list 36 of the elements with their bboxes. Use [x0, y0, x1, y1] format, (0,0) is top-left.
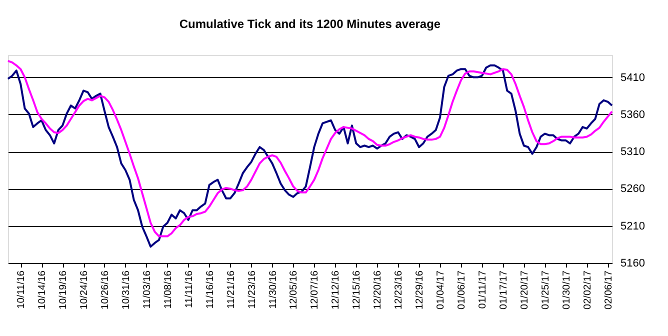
x-tick-label: 01/25/17 — [540, 270, 552, 310]
y-tick-label: 5210 — [620, 220, 645, 232]
x-tick-label: 10/24/16 — [79, 270, 90, 310]
x-tick-label: 11/16/16 — [204, 270, 216, 309]
x-tick-label: 11/03/16 — [142, 270, 153, 309]
x-tick-label: 10/26/16 — [100, 270, 111, 310]
x-tick-label: 10/19/16 — [58, 270, 70, 310]
x-tick-label: 01/20/17 — [519, 270, 530, 310]
x-tick-label: 11/23/16 — [246, 270, 258, 309]
x-tick-label: 12/29/16 — [414, 270, 426, 310]
chart-title: Cumulative Tick and its 1200 Minutes average — [179, 17, 441, 31]
y-tick-label: 5260 — [620, 183, 645, 196]
y-tick-label: 5410 — [620, 72, 645, 84]
x-tick-label: 02/02/17 — [582, 270, 594, 310]
x-tick-label: 12/12/16 — [330, 270, 342, 310]
y-tick-label: 5310 — [620, 146, 645, 158]
y-tick-label: 5160 — [620, 258, 645, 270]
x-tick-label: 12/20/16 — [372, 270, 384, 310]
x-tick-label: 12/23/16 — [394, 270, 405, 310]
x-tick-label: 01/04/17 — [436, 270, 447, 310]
x-tick-label: 01/06/17 — [456, 270, 468, 310]
x-tick-label: 11/11/16 — [184, 270, 195, 308]
x-tick-label: 11/21/16 — [226, 270, 237, 309]
x-tick-label: 12/15/16 — [352, 270, 363, 310]
x-tick-label: 01/30/17 — [561, 270, 572, 310]
x-tick-label: 01/17/17 — [498, 270, 510, 310]
x-tick-label: 01/11/17 — [477, 270, 488, 309]
x-tick-label: 10/11/16 — [16, 270, 28, 309]
x-tick-label: 11/08/16 — [162, 270, 174, 309]
x-tick-label: 12/07/16 — [310, 270, 321, 310]
x-tick-label: 12/05/16 — [288, 270, 300, 310]
x-tick-label: 02/06/17 — [603, 270, 614, 310]
y-tick-label: 5360 — [620, 108, 645, 121]
x-tick-label: 10/31/16 — [120, 270, 132, 310]
x-tick-label: 10/14/16 — [37, 270, 48, 310]
x-tick-label: 11/30/16 — [268, 270, 279, 309]
